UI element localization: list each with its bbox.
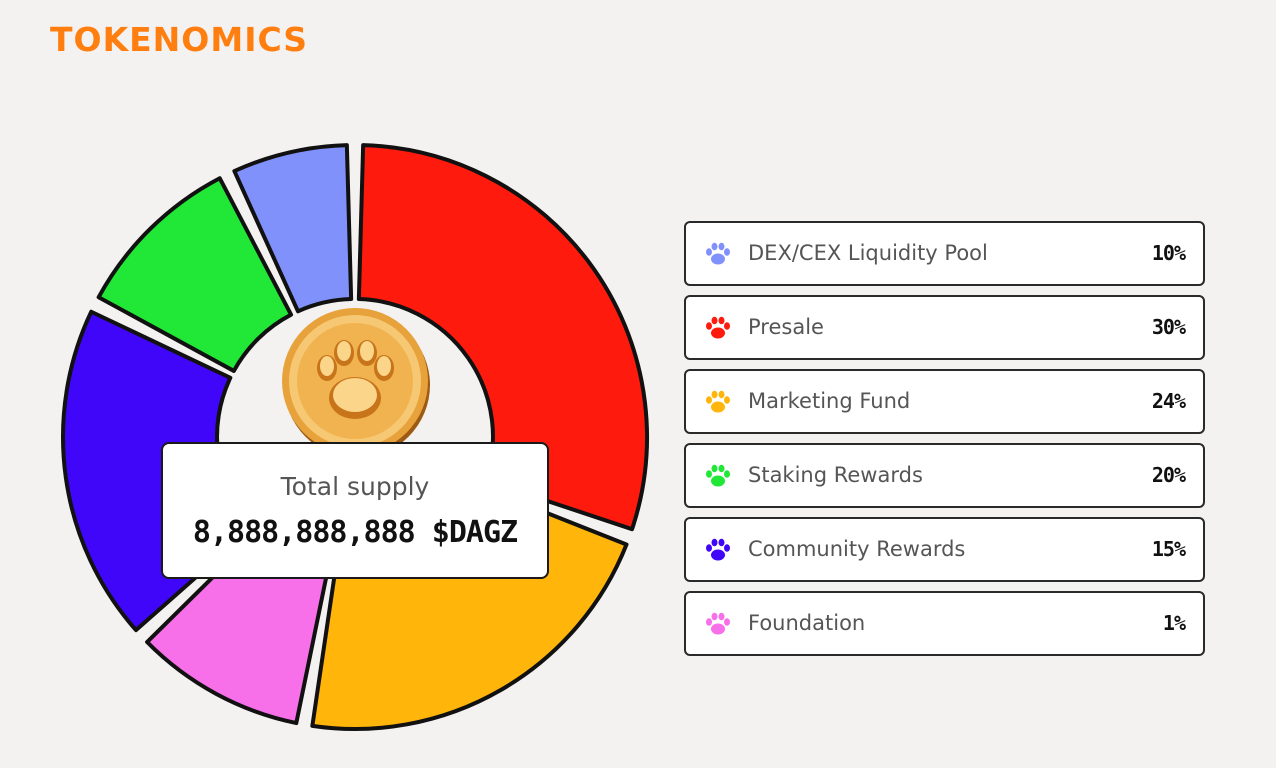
legend-percent: 10% <box>1151 241 1186 265</box>
legend-item-dex-cex-liquidity-pool: DEX/CEX Liquidity Pool 10% <box>684 221 1205 286</box>
legend-percent: 1% <box>1162 611 1186 635</box>
legend-percent: 20% <box>1151 463 1186 487</box>
legend-label: Marketing Fund <box>748 389 911 413</box>
legend: DEX/CEX Liquidity Pool 10% Presale 30% M… <box>684 221 1205 665</box>
paw-icon <box>706 390 730 413</box>
paw-icon <box>706 464 730 487</box>
paw-coin-icon <box>282 308 430 458</box>
legend-label: DEX/CEX Liquidity Pool <box>748 241 988 265</box>
paw-icon <box>706 316 730 339</box>
page-title: TOKENOMICS <box>50 20 309 59</box>
donut-slice-presale <box>356 143 649 532</box>
paw-icon <box>706 242 730 265</box>
legend-label: Community Rewards <box>748 537 966 561</box>
total-supply-label: Total supply <box>280 472 430 501</box>
legend-item-presale: Presale 30% <box>684 295 1205 360</box>
legend-percent: 15% <box>1151 537 1186 561</box>
donut-slice-dex-cex-liquidity-pool <box>232 143 354 314</box>
paw-icon <box>706 612 730 635</box>
legend-percent: 24% <box>1151 389 1186 413</box>
legend-percent: 30% <box>1151 315 1186 339</box>
paw-icon <box>706 538 730 561</box>
total-supply-value: 8,888,888,888 $DAGZ <box>192 515 518 550</box>
legend-label: Presale <box>748 315 824 339</box>
donut-slice-staking-rewards <box>96 176 294 373</box>
total-supply-card: Total supply 8,888,888,888 $DAGZ <box>161 442 549 579</box>
legend-label: Staking Rewards <box>748 463 923 487</box>
legend-label: Foundation <box>748 611 866 635</box>
legend-item-staking-rewards: Staking Rewards 20% <box>684 443 1205 508</box>
legend-item-foundation: Foundation 1% <box>684 591 1205 656</box>
legend-item-community-rewards: Community Rewards 15% <box>684 517 1205 582</box>
legend-item-marketing-fund: Marketing Fund 24% <box>684 369 1205 434</box>
